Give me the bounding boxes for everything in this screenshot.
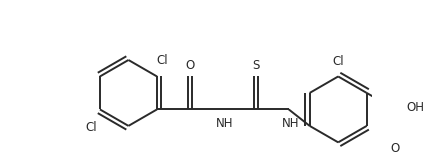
Text: O: O — [391, 142, 400, 155]
Text: Cl: Cl — [156, 54, 168, 67]
Text: O: O — [185, 58, 194, 72]
Text: Cl: Cl — [85, 121, 96, 134]
Text: NH: NH — [282, 117, 299, 130]
Text: NH: NH — [216, 117, 233, 130]
Text: Cl: Cl — [332, 55, 344, 68]
Text: S: S — [252, 58, 259, 72]
Text: OH: OH — [407, 101, 425, 114]
